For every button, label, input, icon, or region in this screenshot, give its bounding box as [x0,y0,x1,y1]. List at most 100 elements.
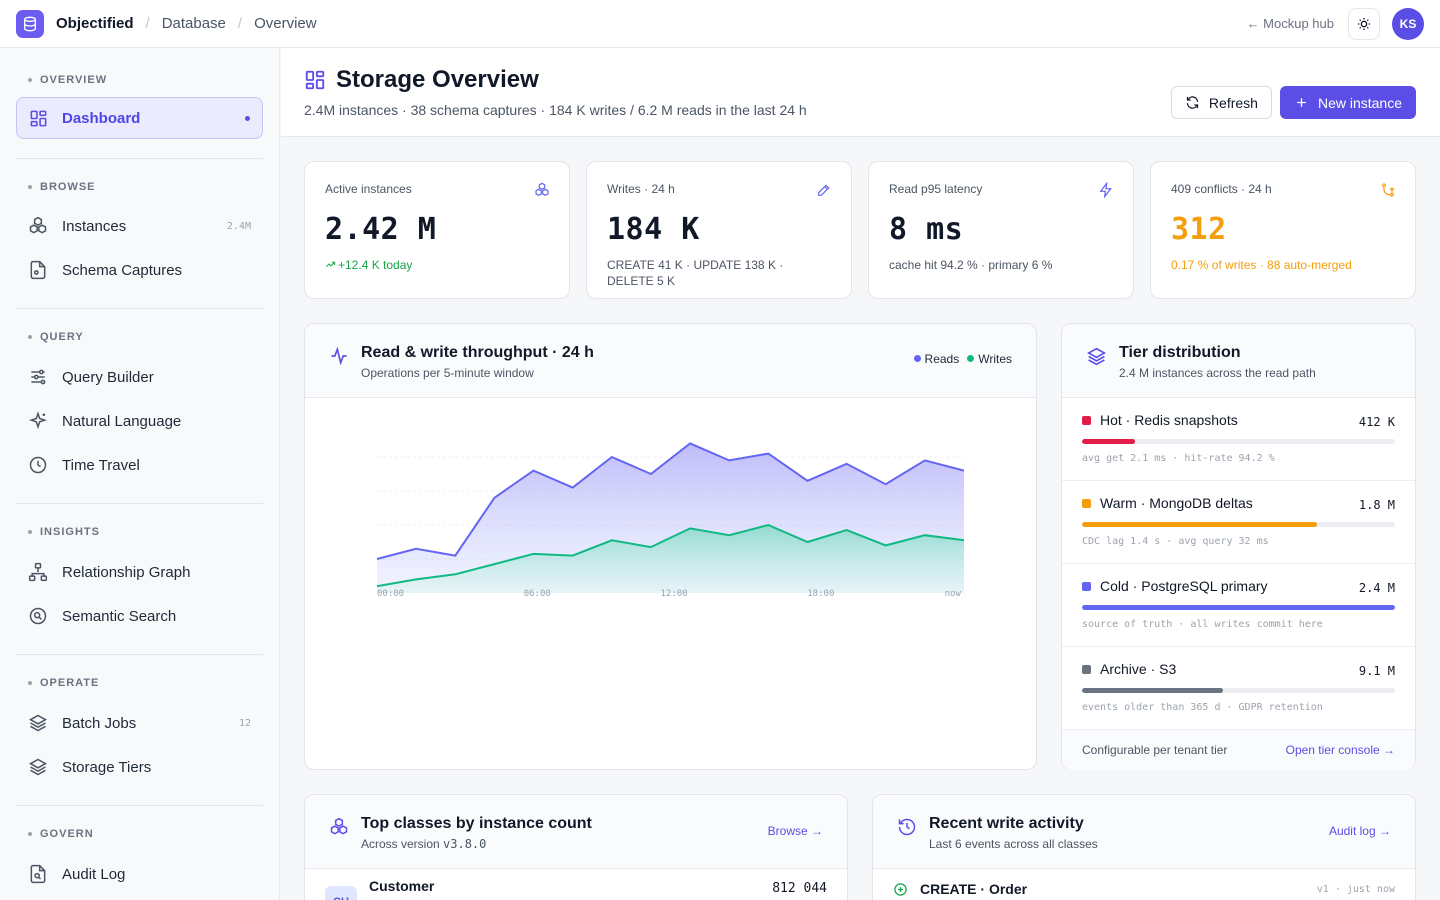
tier-note: events older than 365 d · GDPR retention [1082,702,1323,713]
tier-bar-fill [1082,688,1223,693]
card-header: Recent write activity Last 6 events acro… [873,795,1415,869]
stat-card-active-instances: Active instances 2.42 M +12.4 K today [304,161,570,299]
stat-value: 312 [1171,212,1227,247]
tier-row[interactable]: Hot · Redis snapshots 412 K avg get 2.1 ms… [1062,398,1415,481]
tier-bar [1082,605,1395,610]
sidebar-item-time-travel[interactable]: Time Travel [16,444,263,486]
tier-row[interactable]: Warm · MongoDB deltas 1.8 M CDC lag 1.4 s … [1062,481,1415,564]
tier-note: avg get 2.1 ms · hit-rate 94.2 % [1082,453,1275,464]
tier-note: source of truth · all writes commit here [1082,619,1323,630]
page-header: Storage Overview 2.4M instances · 38 sch… [281,48,1440,137]
stat-card-writes: Writes · 24 h 184 K CREATE 41 K · UPDATE… [586,161,852,299]
layers-icon [1087,347,1106,366]
refresh-button[interactable]: Refresh [1170,86,1272,119]
sidebar-item-label: Time Travel [62,456,140,474]
breadcrumb-separator: / [145,15,150,32]
stat-label: Writes · 24 h [607,182,675,196]
new-instance-button[interactable]: New instance [1279,86,1416,119]
card-title: Recent write activity [929,815,1084,832]
main-content: Storage Overview 2.4M instances · 38 sch… [281,48,1440,900]
mockup-hub-link[interactable]: ← Mockup hub [1246,16,1334,31]
open-tier-console-link[interactable]: Open tier console → [1285,743,1395,757]
create-plus-circle-icon [894,882,907,896]
card-header: Tier distribution 2.4 M instances across… [1062,324,1415,398]
theme-toggle-button[interactable] [1348,7,1380,40]
tier-name: Hot · Redis snapshots [1082,412,1395,428]
event-label: CREATE · Order [920,881,1028,897]
sidebar-item-label: Schema Captures [62,261,183,279]
sidebar-section-title: BROWSE [28,180,263,194]
database-logo-icon[interactable] [16,9,44,38]
writes-area [377,525,964,593]
card-title: Read & write throughput · 24 h [361,344,594,361]
sidebar-item-label: Natural Language [62,412,182,430]
browse-link[interactable]: Browse → [767,824,823,838]
merge-icon [1382,183,1395,197]
breadcrumb-database[interactable]: Database [161,15,226,32]
tier-swatch [1082,415,1091,425]
sidebar-item-label: Instances [62,217,127,235]
breadcrumb-separator: / [237,15,243,32]
sidebar-item-semantic-search[interactable]: Semantic Search [16,595,263,637]
batch-jobs-count-badge: 12 [238,717,251,729]
reads-line [376,442,965,560]
stat-sub: cache hit 94.2 % · primary 6 % [889,258,1053,272]
layers-icon [28,714,48,732]
stat-label: 409 conflicts · 24 h [1171,182,1272,196]
tier-bar-fill [1082,605,1395,610]
sidebar-item-label: Semantic Search [62,607,177,625]
sidebar-item-storage-tiers[interactable]: Storage Tiers [16,746,263,788]
x-tick-label: now [945,589,962,599]
stat-trend: +12.4 K today [325,257,549,273]
sidebar-item-dashboard[interactable]: Dashboard [16,97,263,139]
table-row[interactable]: CU Customer 812 044 [305,869,847,900]
theme-toggle-icon [1358,17,1370,30]
refresh-icon [1186,96,1199,109]
class-avatar: CU [325,886,357,900]
card-title: Tier distribution [1119,344,1241,361]
sidebar-item-label: Query Builder [62,368,154,386]
page-title: Storage Overview [304,66,1417,94]
breadcrumb-overview[interactable]: Overview [254,15,317,32]
cubes-icon [29,216,47,234]
sidebar-item-audit-log[interactable]: Audit Log [16,853,263,895]
activity-icon [331,346,347,366]
legend-item-reads: Reads [913,352,959,366]
sidebar-item-label: Relationship Graph [62,563,191,581]
list-item[interactable]: CREATE · Order v1 · just now [873,869,1415,900]
trend-up-icon [326,261,336,268]
tier-row[interactable]: Cold · PostgreSQL primary 2.4 M source of … [1062,564,1415,647]
stat-card-conflicts: 409 conflicts · 24 h 312 0.17 % of write… [1150,161,1416,299]
sidebar-item-query-builder[interactable]: Query Builder [16,356,263,398]
tier-swatch [1082,581,1091,591]
sidebar-item-natural-language[interactable]: Natural Language [16,400,263,442]
active-indicator [245,115,250,121]
tier-bar [1082,439,1395,444]
tier-footer: Configurable per tenant tier Open tier c… [1062,730,1415,770]
card-title: Top classes by instance count [361,815,592,832]
tier-value: 2.4 M [1358,581,1395,595]
sidebar-item-batch-jobs[interactable]: Batch Jobs 12 [16,702,263,744]
layers-icon [28,758,48,776]
breadcrumb-brand[interactable]: Objectified [56,15,134,32]
throughput-chart: 00:00 06:00 12:00 18:00 now [376,442,965,599]
tier-name: Warm · MongoDB deltas [1082,495,1395,511]
recent-writes-card: Recent write activity Last 6 events acro… [872,794,1416,900]
stat-value: 184 K [607,212,700,247]
sidebar-section-title: OPERATE [28,676,263,690]
user-avatar[interactable]: KS [1392,7,1424,40]
tier-row[interactable]: Archive · S3 9.1 M events older than 365 d… [1062,647,1415,730]
tier-distribution-card: Tier distribution 2.4 M instances across… [1061,323,1416,770]
cubes-icon [535,182,549,197]
tier-bar-fill [1082,522,1317,527]
history-icon [898,818,916,836]
sparkle-icon [28,411,48,430]
tier-value: 1.8 M [1358,498,1395,512]
sidebar-item-instances[interactable]: Instances 2.4M [16,205,263,247]
tier-bar [1082,522,1395,527]
sidebar-item-relationship-graph[interactable]: Relationship Graph [16,551,263,593]
audit-log-link[interactable]: Audit log → [1328,824,1391,838]
tier-swatch [1082,664,1091,674]
sidebar-item-schema-captures[interactable]: Schema Captures [16,249,263,291]
tier-bar-fill [1082,439,1136,444]
